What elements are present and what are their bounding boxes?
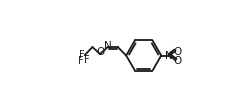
Text: O: O xyxy=(97,47,105,57)
Text: N: N xyxy=(104,40,112,50)
Text: O: O xyxy=(174,56,182,66)
Text: F: F xyxy=(78,55,84,65)
Text: O: O xyxy=(174,46,182,56)
Text: N: N xyxy=(166,51,173,61)
Text: F: F xyxy=(78,49,84,59)
Text: F: F xyxy=(84,54,90,64)
